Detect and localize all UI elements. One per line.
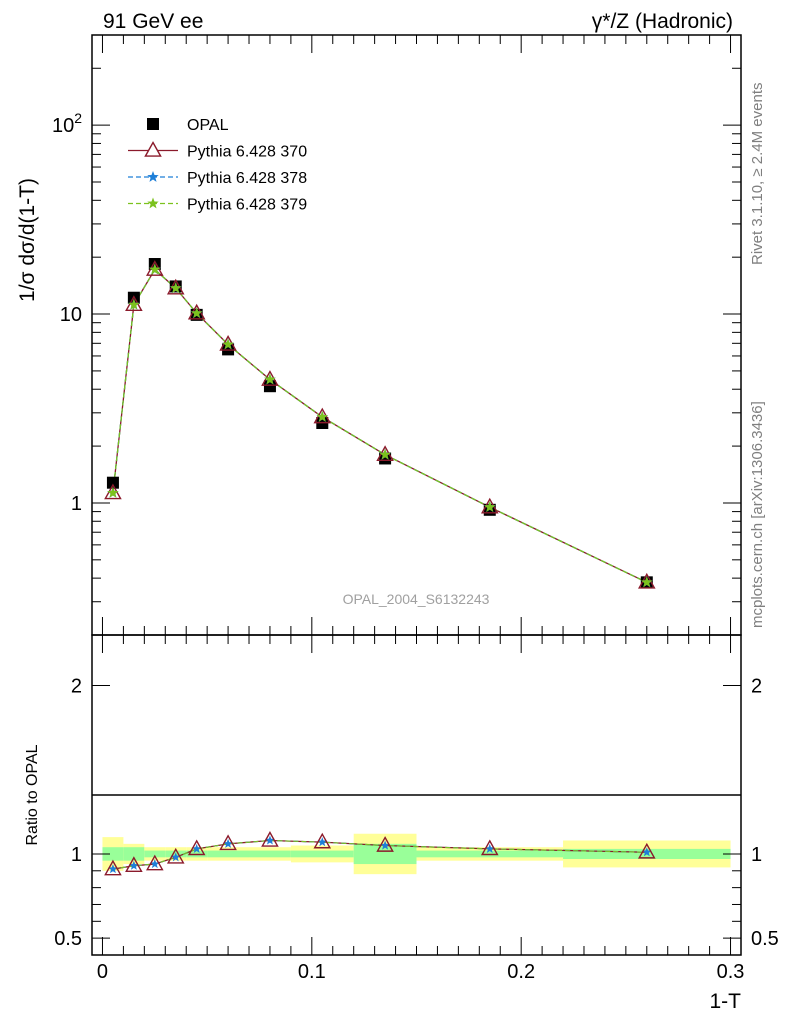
watermark: OPAL_2004_S6132243 [343,591,490,607]
pythia-379-point [316,411,328,422]
ratio-point-370 [166,847,185,864]
pythia-379-point [264,373,276,385]
pythia-379-point [190,307,203,319]
opal-point [106,476,119,489]
ratio-band-stat [249,850,291,858]
ratio-ytick-label: 1 [71,844,82,866]
ratio-point-378 [485,843,495,853]
pythia-379-point [170,282,182,294]
source-label: mcplots.cern.ch [arXiv:1306.3436] [749,401,766,628]
pythia-379-point [149,263,161,275]
ratio-point-378 [642,847,652,857]
ratio-point-378 [317,837,328,847]
pythia-379-point [128,298,140,310]
ratio-ytick-label: 2 [71,676,82,698]
ratio-point-378 [170,852,181,862]
ratio-series-markers [104,831,656,876]
ratio-point-370 [219,834,237,851]
x-axis-label: 1-T [710,990,742,1013]
ratio-ylabel: Ratio to OPAL [24,744,41,845]
ratio-point-370 [261,831,279,847]
x-tick-label: 0.3 [717,961,745,983]
x-tick-label: 0.2 [507,961,535,983]
main-axis-ticks [92,34,741,636]
ratio-line-379 [112,839,647,870]
main-ytick-label: 1 [71,493,82,515]
x-tick-labels: 0 0.1 0.2 0.3 [97,961,745,983]
legend-marker [144,141,162,157]
ratio-band-stat [123,847,145,861]
header-right: γ*/Z (Hadronic) [592,10,733,33]
ratio-point-378 [223,838,233,848]
ratio-point-370 [480,839,499,856]
ratio-ytick-label-right: 2 [751,676,762,698]
ratio-panel: 0.5 0.5 1 1 2 2 Ratio to OPAL [24,634,779,956]
opal-point [379,452,392,465]
pythia-379-point [107,486,119,498]
ratio-point-378 [191,843,202,853]
ratio-point-378 [150,859,160,869]
main-ytick-labels: 1 10 102 [52,110,82,515]
ratio-ytick-label-right: 0.5 [751,928,779,950]
rivet-label: Rivet 3.1.10, ≥ 2.4M events [749,83,766,266]
opal-point [222,343,235,356]
ratio-point-370 [637,842,656,859]
ratio-point-370 [313,832,332,849]
ratio-band-stat [353,843,417,865]
header-left: 91 GeV ee [103,10,203,33]
series-line [112,268,648,583]
ratio-ytick-label: 0.5 [54,928,82,950]
ratio-point-370 [125,856,143,873]
ratio-point-378 [380,840,390,850]
main-ylabel: 1/σ dσ/d(1-T) [16,178,39,302]
legend-marker [147,118,159,130]
legend-label: Pythia 6.428 379 [187,197,307,214]
ratio-point-370 [104,859,122,876]
ratio-point-378 [265,835,275,845]
legend-label: Pythia 6.428 378 [187,170,307,187]
pythia-379-point [379,448,391,460]
main-ytick-label: 102 [52,110,82,137]
ratio-band-stat [290,850,354,858]
main-ytick-label: 10 [60,304,82,326]
ratio-point-378 [129,860,139,870]
ratio-ytick-labels: 0.5 0.5 1 1 2 2 [54,676,779,951]
legend-marker [147,171,159,182]
pythia-379-point [222,338,234,350]
ratio-band-stat [102,847,124,861]
ratio-point-370 [187,839,206,856]
ratio-axis-ticks [92,635,741,955]
legend-marker [147,197,159,209]
ratio-ytick-label-right: 1 [751,844,762,866]
pythia-379-point [484,501,496,513]
legend-label: Pythia 6.428 370 [187,144,307,161]
ratio-band-stat [144,850,166,858]
pythia-379-point [641,576,653,588]
legend-label: OPAL [187,117,229,134]
ratio-point-370 [376,836,394,852]
legend: OPAL Pythia 6.428 370 Pythia 6.428 378 Pyth… [128,117,307,214]
ratio-point-370 [146,854,164,871]
x-tick-label: 0.1 [298,961,326,983]
x-tick-label: 0 [97,961,108,983]
main-series-markers [104,258,656,589]
ratio-point-378 [108,864,118,874]
ratio-band-stat [207,850,250,858]
